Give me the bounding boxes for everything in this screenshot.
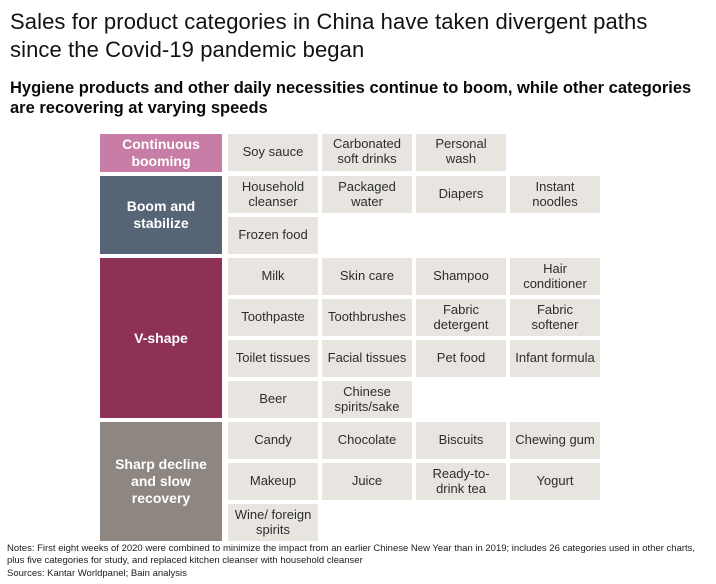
category-cell: Makeup (228, 463, 318, 501)
category-cell: Ready-to-drink tea (416, 463, 506, 501)
category-cell: Fabric detergent (416, 299, 506, 337)
category-cell: Frozen food (228, 217, 318, 255)
sources-text: Sources: Kantar Worldpanel; Bain analysi… (7, 567, 187, 579)
category-cell: Hair conditioner (510, 258, 600, 296)
category-cell: Soy sauce (228, 133, 318, 171)
category-cell: Skin care (322, 258, 412, 296)
category-cell: Chocolate (322, 422, 412, 460)
group-label-v-shape: V-shape (100, 258, 222, 419)
category-cell: Fabric softener (510, 299, 600, 337)
chart-title: Sales for product categories in China ha… (10, 9, 648, 63)
category-cell: Beer (228, 381, 318, 419)
group-cells-v-shape: Milk Skin care Shampoo Hair conditioner Toot… (228, 258, 600, 419)
category-cell: Juice (322, 463, 412, 501)
notes-text: Notes: First eight weeks of 2020 were co… (7, 542, 696, 567)
category-cell: Diapers (416, 176, 506, 214)
group-label-sharp-decline-and-slow-recovery: Sharp decline and slow recovery (100, 422, 222, 542)
group-row-continuous-booming: Continuous booming Soy sauce Carbonated so… (100, 133, 600, 173)
category-cell: Candy (228, 422, 318, 460)
category-cell: Shampoo (416, 258, 506, 296)
group-row-boom-and-stabilize: Boom and stabilize Household cleanser Pack… (100, 176, 600, 255)
category-cell: Infant formula (510, 340, 600, 378)
footnotes: Notes: First eight weeks of 2020 were co… (7, 543, 710, 580)
category-cell: Chewing gum (510, 422, 600, 460)
category-cell: Toothpaste (228, 299, 318, 337)
group-row-sharp-decline-and-slow-recovery: Sharp decline and slow recovery Candy Choc… (100, 422, 600, 542)
group-cells-continuous-booming: Soy sauce Carbonated soft drinks Personal … (228, 133, 600, 172)
chart-subtitle: Hygiene products and other daily necessi… (10, 79, 692, 118)
category-grid: Continuous booming Soy sauce Carbonated so… (100, 133, 600, 542)
group-row-v-shape: V-shape Milk Skin care Shampoo Hair conditio… (100, 258, 600, 419)
category-cell: Biscuits (416, 422, 506, 460)
group-cells-boom-and-stabilize: Household cleanser Packaged water Diapers I… (228, 176, 600, 255)
category-cell: Instant noodles (510, 176, 600, 214)
category-cell: Toothbrushes (322, 299, 412, 337)
category-cell: Wine/ foreign spirits (228, 504, 318, 542)
group-label-boom-and-stabilize: Boom and stabilize (100, 176, 222, 255)
group-cells-sharp-decline-and-slow-recovery: Candy Chocolate Biscuits Chewing gum Makeup J… (228, 422, 600, 542)
category-cell: Pet food (416, 340, 506, 378)
category-cell: Packaged water (322, 176, 412, 214)
category-cell: Personal wash (416, 133, 506, 171)
category-cell: Toilet tissues (228, 340, 318, 378)
category-cell: Facial tissues (322, 340, 412, 378)
category-cell: Carbonated soft drinks (322, 133, 412, 171)
group-label-continuous-booming: Continuous booming (100, 133, 222, 173)
category-cell: Household cleanser (228, 176, 318, 214)
category-cell: Milk (228, 258, 318, 296)
category-cell: Chinese spirits/sake (322, 381, 412, 419)
category-cell: Yogurt (510, 463, 600, 501)
